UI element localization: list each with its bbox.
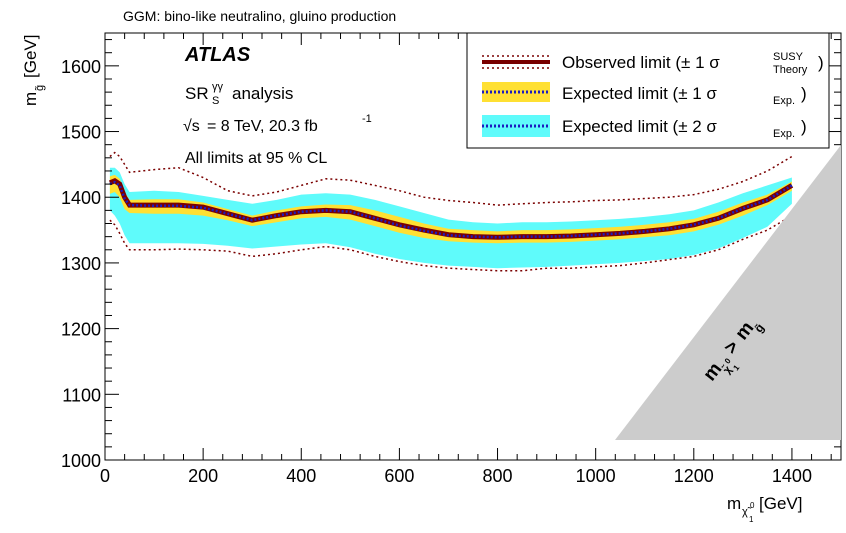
y-tick-label: 1100 — [62, 385, 101, 405]
y-axis-label-sub: g̃ — [34, 85, 46, 91]
x-axis-unit: [GeV] — [759, 494, 802, 513]
x-tick-label: 0 — [100, 466, 110, 486]
legend-label-observed-close: ) — [818, 53, 824, 72]
atlas-label: ATLAS — [184, 44, 251, 66]
band-2sigma — [109, 167, 792, 269]
legend-label-observed-sup: SUSY — [773, 51, 804, 63]
cl-label: All limits at 95 % CL — [185, 150, 327, 167]
analysis-sup: γγ — [212, 81, 224, 93]
legend-label-expected-2-close: ) — [801, 117, 807, 136]
theory-down-line — [109, 214, 793, 272]
x-tick-label: 1200 — [674, 466, 714, 486]
legend-entry-observed: Observed limit (± 1 σ SUSY Theory ) — [482, 51, 824, 76]
y-tick-label: 1300 — [61, 254, 101, 274]
band-1sigma — [109, 174, 792, 244]
energy-label: √s = 8 TeV, 20.3 fb -1 — [183, 113, 372, 135]
x-axis-label-sub: χ̃ — [742, 506, 752, 518]
x-tick-label: 600 — [384, 466, 414, 486]
x-tick-label: 1400 — [772, 466, 812, 486]
lines-layer — [108, 151, 794, 272]
sqrt-s: √s — [183, 118, 200, 135]
y-tick-label: 1500 — [61, 123, 101, 143]
legend-label-expected-1-close: ) — [801, 84, 807, 103]
y-axis-title: m g̃ [GeV] — [21, 35, 46, 106]
bands-layer — [109, 167, 792, 269]
x-axis-label-sub-sup: 0 — [750, 501, 755, 510]
x-tick-label: 400 — [286, 466, 316, 486]
y-tick-label: 1600 — [61, 57, 101, 77]
forbidden-region — [615, 145, 841, 440]
x-tick-label: 200 — [188, 466, 218, 486]
x-tick-label: 1000 — [576, 466, 616, 486]
legend-entry-expected-2sigma: Expected limit (± 2 σ Exp. ) — [482, 115, 807, 140]
y-axis-unit: [GeV] — [21, 35, 40, 78]
legend-label-observed: Observed limit (± 1 σ — [562, 53, 720, 72]
x-axis-title: m χ̃ 0 1 [GeV] — [727, 494, 802, 524]
lumi-sup: -1 — [362, 113, 372, 125]
y-tick-label: 1200 — [61, 320, 101, 340]
legend-label-expected-2: Expected limit (± 2 σ — [562, 117, 717, 136]
expected-line — [109, 180, 793, 239]
analysis-rest: analysis — [232, 84, 293, 103]
analysis-base: SR — [185, 84, 209, 103]
forbidden-lhs-sub-sup: 0 — [723, 356, 733, 365]
legend-label-observed-sub: Theory — [773, 64, 808, 76]
y-tick-label: 1000 — [61, 451, 101, 471]
legend-label-expected-2-sub: Exp. — [773, 128, 795, 140]
y-axis-label-main: m — [21, 92, 40, 106]
analysis-sub: S — [212, 95, 219, 107]
legend-entry-expected-1sigma: Expected limit (± 1 σ Exp. ) — [482, 82, 807, 107]
ticks-layer: 0 200 400 600 800 1000 1200 1400 1000 1100 1200 130… — [61, 33, 841, 486]
energy-text: = 8 TeV, 20.3 fb — [207, 118, 318, 135]
x-tick-label: 800 — [483, 466, 513, 486]
chart-title: GGM: bino-like neutralino, gluino produc… — [123, 8, 396, 24]
analysis-label: SR γγ S analysis — [185, 81, 293, 107]
x-axis-label-main: m — [727, 494, 741, 513]
legend-label-expected-1-sub: Exp. — [773, 95, 795, 107]
legend: Observed limit (± 1 σ SUSY Theory ) Expe… — [466, 32, 830, 149]
forbidden-lhs-sub-sub: 1 — [732, 363, 742, 372]
x-axis-label-sub-sub: 1 — [749, 515, 754, 524]
y-tick-label: 1400 — [61, 188, 101, 208]
legend-label-expected-1: Expected limit (± 1 σ — [562, 84, 717, 103]
